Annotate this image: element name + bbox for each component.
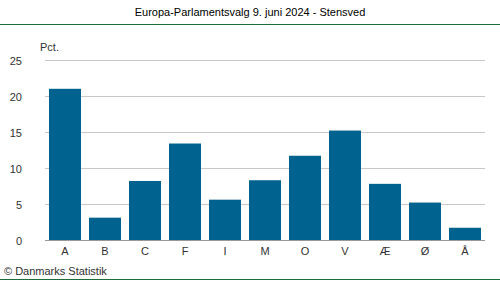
y-tick-label: 20 xyxy=(10,91,22,103)
bar xyxy=(289,156,321,240)
grid-line xyxy=(45,60,485,61)
x-tick-label: Ø xyxy=(421,245,430,257)
bar xyxy=(449,228,481,240)
bar xyxy=(409,203,441,240)
y-axis-label: Pct. xyxy=(40,41,59,53)
grid-line xyxy=(45,168,485,169)
x-tick-label: O xyxy=(301,245,310,257)
source: © Danmarks Statistik xyxy=(4,265,107,277)
bar xyxy=(249,180,281,240)
x-tick-label: F xyxy=(182,245,189,257)
bars xyxy=(49,89,481,240)
x-tick-label: Æ xyxy=(380,245,391,257)
y-tick-label: 25 xyxy=(10,55,22,67)
bottom-rule xyxy=(0,279,500,280)
x-tick-label: B xyxy=(101,245,108,257)
bar xyxy=(329,131,361,240)
bar xyxy=(129,181,161,240)
x-tick-label: Å xyxy=(461,245,469,257)
y-tick-label: 5 xyxy=(16,199,22,211)
bar xyxy=(49,89,81,240)
y-tick-label: 15 xyxy=(10,127,22,139)
bar xyxy=(209,200,241,240)
grid-line xyxy=(45,96,485,97)
bar xyxy=(89,218,121,240)
x-tick-label: A xyxy=(61,245,69,257)
title: Europa-Parlamentsvalg 9. juni 2024 - Ste… xyxy=(135,6,366,18)
top-rule xyxy=(0,24,500,25)
grid-line xyxy=(45,132,485,133)
x-tick-label: C xyxy=(141,245,149,257)
x-tick-label: M xyxy=(260,245,269,257)
x-tick-label: V xyxy=(341,245,349,257)
y-tick-label: 0 xyxy=(16,235,22,247)
chart-root: Europa-Parlamentsvalg 9. juni 2024 - Ste… xyxy=(0,0,500,282)
grid-line xyxy=(45,240,485,241)
bar xyxy=(169,144,201,240)
y-tick-label: 10 xyxy=(10,163,22,175)
bar xyxy=(369,184,401,240)
x-tick-label: I xyxy=(223,245,226,257)
